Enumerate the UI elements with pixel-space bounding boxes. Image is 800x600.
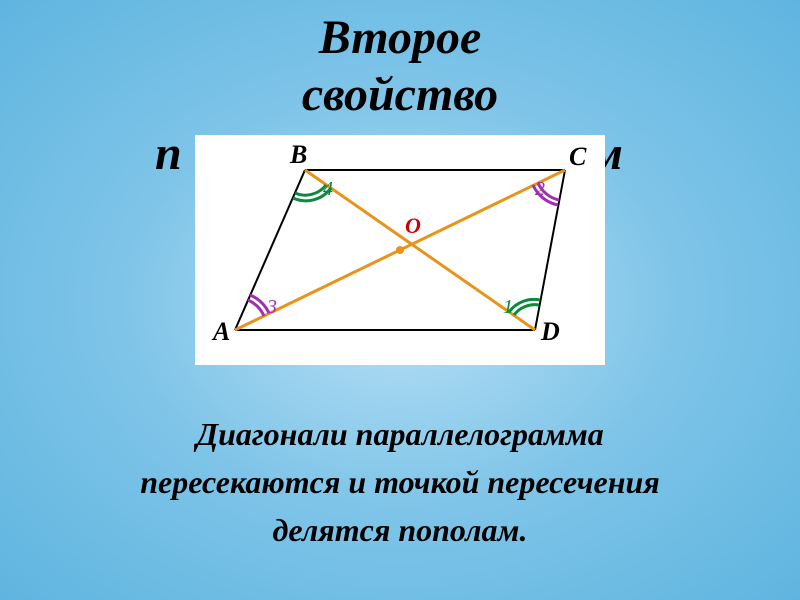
caption-line-1: Диагонали параллелограмма	[0, 410, 800, 458]
label-angle-2: 2	[535, 178, 545, 200]
label-o: O	[405, 213, 421, 238]
diagonal-bd	[305, 170, 535, 330]
caption: Диагонали параллелограмма пересекаются и…	[0, 410, 800, 554]
diagram-svg: A B C D O 1 2 3 4	[195, 135, 605, 365]
slide-title: Второе свойство	[0, 10, 800, 122]
center-point	[396, 246, 404, 254]
caption-line-3: делятся пополам.	[0, 506, 800, 554]
label-b: B	[289, 140, 307, 169]
angle-arc-4	[295, 185, 326, 195]
parallelogram-diagram: A B C D O 1 2 3 4	[195, 135, 605, 365]
label-a: A	[211, 317, 230, 346]
title-line-2: свойство	[0, 67, 800, 122]
angle-arc-1	[514, 305, 539, 315]
label-d: D	[540, 317, 560, 346]
label-angle-4: 4	[323, 178, 333, 200]
title-partial-left: п	[155, 126, 182, 181]
label-c: C	[569, 142, 587, 171]
caption-line-2: пересекаются и точкой пересечения	[0, 458, 800, 506]
label-angle-3: 3	[266, 296, 277, 318]
title-line-1: Второе	[0, 10, 800, 65]
label-angle-1: 1	[503, 296, 513, 318]
